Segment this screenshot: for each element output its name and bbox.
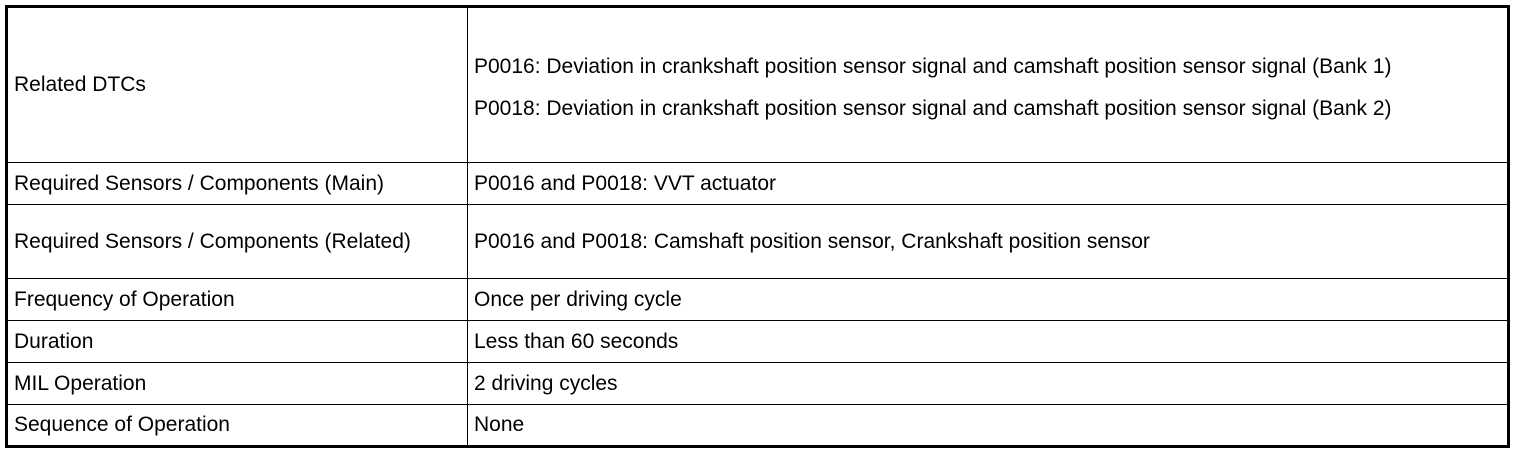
row-label-required-related: Required Sensors / Components (Related) bbox=[6, 204, 468, 279]
table-row: MIL Operation 2 driving cycles bbox=[6, 362, 1509, 405]
monitor-spec-table: Related DTCs P0016: Deviation in cranksh… bbox=[5, 5, 1510, 448]
table-row: Required Sensors / Components (Main) P00… bbox=[6, 162, 1509, 205]
row-value-frequency: Once per driving cycle bbox=[467, 278, 1509, 321]
dtc-entry-p0016: P0016: Deviation in crankshaft position … bbox=[474, 54, 1392, 78]
table-row: Duration Less than 60 seconds bbox=[6, 320, 1509, 363]
table-row: Related DTCs P0016: Deviation in cranksh… bbox=[6, 6, 1509, 163]
row-label-duration: Duration bbox=[6, 320, 468, 363]
row-value-required-related: P0016 and P0018: Camshaft position senso… bbox=[467, 204, 1509, 279]
table-row: Frequency of Operation Once per driving … bbox=[6, 278, 1509, 321]
table-row: Required Sensors / Components (Related) … bbox=[6, 204, 1509, 279]
row-label-related-dtcs: Related DTCs bbox=[6, 6, 468, 163]
row-value-duration: Less than 60 seconds bbox=[467, 320, 1509, 363]
row-value-sequence: None bbox=[467, 404, 1509, 447]
row-value-mil-operation: 2 driving cycles bbox=[467, 362, 1509, 405]
row-value-required-main: P0016 and P0018: VVT actuator bbox=[467, 162, 1509, 205]
row-label-frequency: Frequency of Operation bbox=[6, 278, 468, 321]
table-row: Sequence of Operation None bbox=[6, 404, 1509, 447]
row-label-mil-operation: MIL Operation bbox=[6, 362, 468, 405]
related-dtcs-cell: P0016: Deviation in crankshaft position … bbox=[467, 6, 1509, 163]
row-label-required-main: Required Sensors / Components (Main) bbox=[6, 162, 468, 205]
dtc-entry-p0018: P0018: Deviation in crankshaft position … bbox=[474, 96, 1392, 120]
row-label-sequence: Sequence of Operation bbox=[6, 404, 468, 447]
